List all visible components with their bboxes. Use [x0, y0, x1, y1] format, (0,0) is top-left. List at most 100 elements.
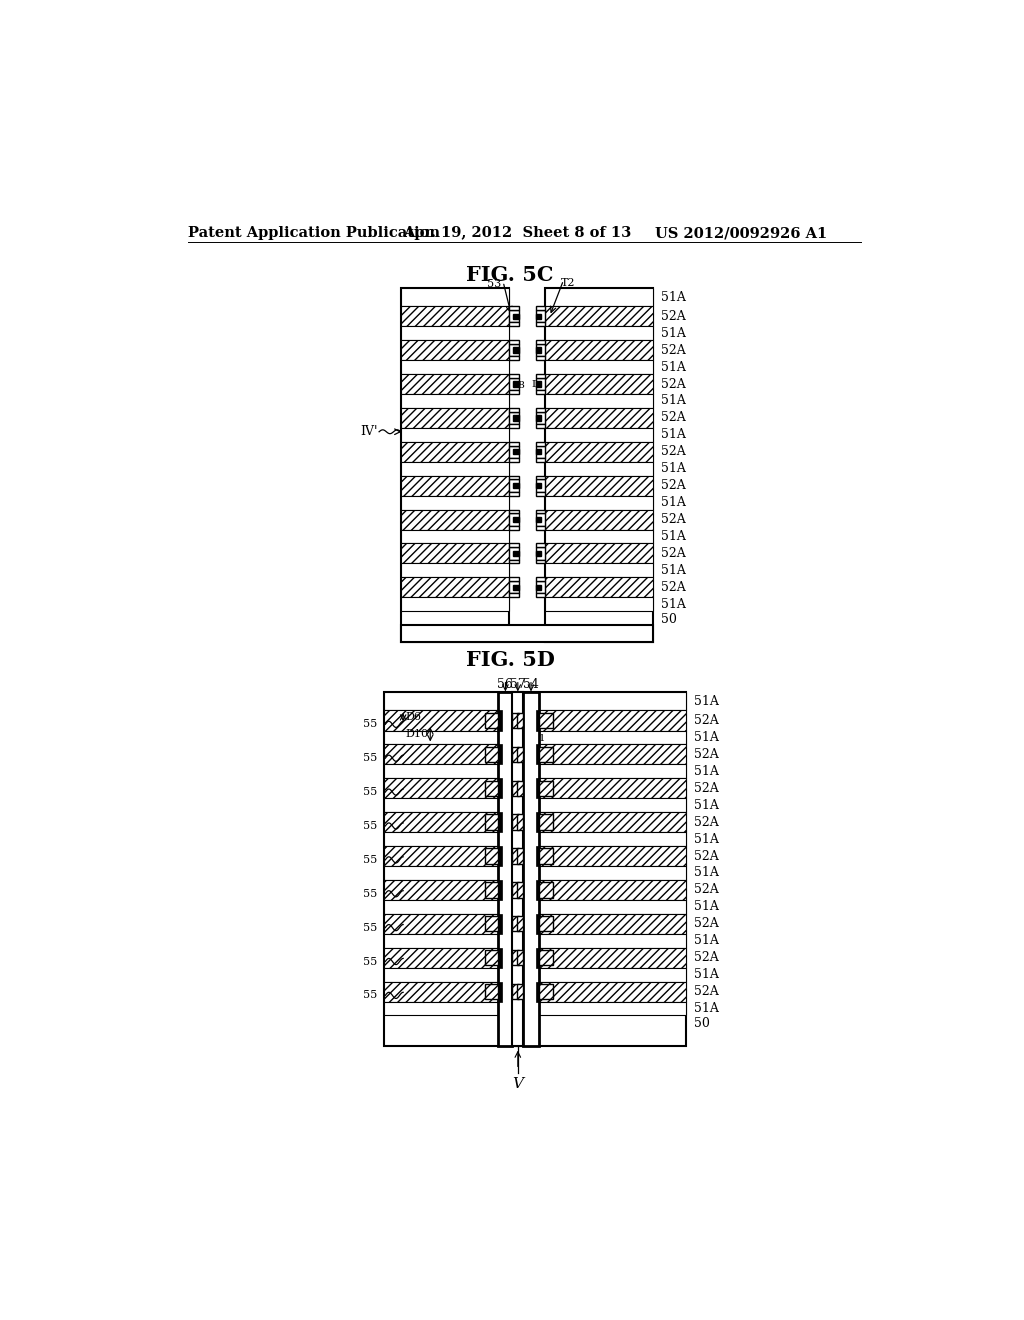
Bar	[536, 525, 545, 529]
Bar	[384, 744, 499, 764]
Bar	[509, 513, 518, 525]
Bar	[400, 360, 509, 374]
Bar	[517, 747, 523, 762]
Bar	[539, 747, 553, 762]
Bar	[484, 916, 499, 932]
Bar	[384, 1002, 499, 1015]
Bar	[536, 424, 545, 428]
Bar	[536, 458, 545, 462]
Text: Apr. 19, 2012  Sheet 8 of 13: Apr. 19, 2012 Sheet 8 of 13	[403, 226, 632, 240]
Bar	[539, 799, 686, 812]
Bar	[384, 846, 499, 866]
Bar	[509, 322, 518, 326]
Bar	[384, 880, 499, 900]
Bar	[512, 747, 518, 762]
Bar	[536, 581, 545, 594]
Bar	[545, 374, 653, 395]
Bar	[509, 412, 518, 424]
Text: 55: 55	[364, 888, 378, 899]
Bar	[384, 692, 499, 710]
Bar	[545, 544, 653, 564]
Bar	[536, 483, 541, 488]
Bar	[545, 529, 653, 544]
Bar	[539, 880, 686, 900]
Bar	[545, 577, 653, 598]
Text: 50: 50	[693, 1018, 710, 1031]
Text: D10: D10	[406, 730, 429, 739]
Bar	[384, 982, 499, 1002]
Bar	[484, 882, 499, 898]
Bar	[536, 577, 545, 581]
Bar	[400, 408, 509, 428]
Bar	[509, 544, 518, 548]
Bar	[536, 594, 545, 598]
Bar	[513, 483, 518, 488]
Text: 51A: 51A	[662, 290, 686, 304]
Bar	[536, 544, 545, 548]
Bar	[512, 983, 518, 999]
Bar	[400, 374, 509, 395]
Bar	[509, 345, 518, 356]
Text: 52A: 52A	[693, 714, 719, 727]
Bar	[400, 529, 509, 544]
Bar	[384, 832, 499, 846]
Text: 51A: 51A	[662, 395, 686, 408]
Bar	[545, 510, 653, 529]
Bar	[499, 982, 502, 1002]
Text: 55: 55	[364, 990, 378, 1001]
Bar	[484, 747, 499, 762]
Bar	[400, 577, 509, 598]
Bar	[499, 913, 502, 933]
Bar	[536, 710, 539, 730]
Bar	[509, 356, 518, 360]
Text: 52A: 52A	[662, 445, 686, 458]
Bar	[536, 517, 541, 523]
Text: 55: 55	[364, 821, 378, 832]
Bar	[512, 713, 518, 729]
Bar	[384, 866, 499, 880]
Bar	[499, 948, 502, 968]
Bar	[539, 730, 686, 744]
Bar	[499, 846, 502, 866]
Bar	[539, 710, 686, 730]
Bar	[545, 597, 653, 611]
Bar	[509, 341, 518, 345]
Bar	[539, 948, 686, 968]
Text: 51A: 51A	[693, 833, 719, 846]
Text: 51A: 51A	[693, 900, 719, 913]
Bar	[499, 710, 502, 730]
Bar	[539, 882, 553, 898]
Bar	[545, 341, 653, 360]
Bar	[513, 314, 518, 319]
Text: 52A: 52A	[693, 781, 719, 795]
Bar	[545, 288, 653, 642]
Bar	[536, 356, 545, 360]
Bar	[384, 710, 499, 730]
Bar	[536, 492, 545, 496]
Bar	[536, 408, 545, 412]
Bar	[536, 479, 545, 492]
Bar	[517, 950, 523, 965]
Bar	[512, 692, 523, 1047]
Text: 51A: 51A	[662, 428, 686, 441]
Bar	[400, 597, 509, 611]
Bar	[536, 548, 545, 560]
Bar	[400, 288, 509, 642]
Bar	[484, 780, 499, 796]
Text: T2: T2	[560, 277, 574, 288]
Text: 51A: 51A	[662, 529, 686, 543]
Text: 52A: 52A	[662, 378, 686, 391]
Text: 52A: 52A	[662, 513, 686, 527]
Bar	[400, 326, 509, 341]
Bar	[536, 880, 539, 900]
Bar	[509, 479, 518, 492]
Bar	[400, 626, 653, 642]
Bar	[545, 428, 653, 442]
Bar	[384, 933, 499, 948]
Text: 55: 55	[364, 719, 378, 730]
Bar	[509, 510, 518, 513]
Bar	[539, 692, 686, 710]
Bar	[536, 345, 545, 356]
Bar	[512, 814, 518, 830]
Bar	[509, 577, 518, 581]
